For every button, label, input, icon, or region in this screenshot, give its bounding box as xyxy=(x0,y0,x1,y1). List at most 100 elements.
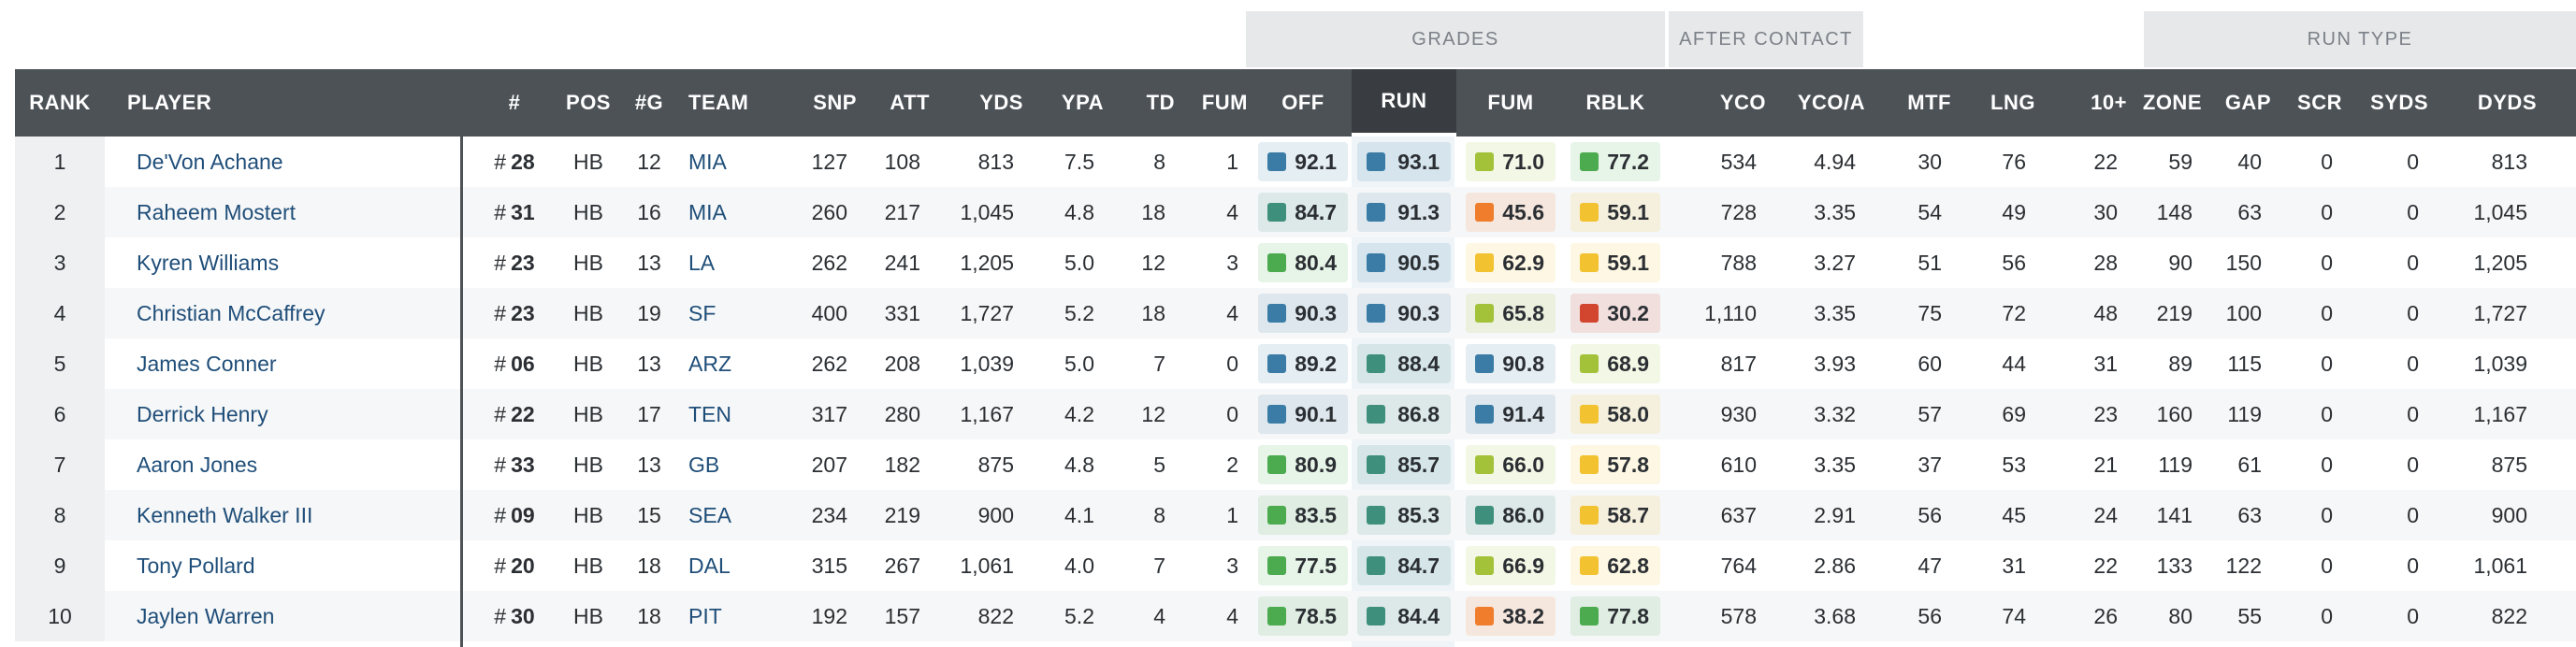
grade-value: 84.7 xyxy=(1295,199,1337,224)
group-header-run-type: RUN TYPE xyxy=(2144,11,2576,67)
column-header-player[interactable]: PLAYER xyxy=(127,91,212,114)
column-header-pos[interactable]: POS xyxy=(566,91,611,114)
group-header-after-contact: AFTER CONTACT xyxy=(1669,11,1863,67)
stat-yco: 728 xyxy=(1720,199,1757,224)
rank-cell: 6 xyxy=(15,389,105,439)
column-header-num[interactable]: # xyxy=(508,91,521,114)
player-name-link[interactable]: Aaron Jones xyxy=(137,452,258,477)
column-header-ycoa[interactable]: YCO/A xyxy=(1797,91,1865,114)
column-header-off[interactable]: OFF xyxy=(1281,91,1324,114)
rank-cell: 7 xyxy=(15,439,105,490)
grade-fumg: 71.0 xyxy=(1466,142,1556,181)
stat-ycoa: 2.86 xyxy=(1814,553,1856,578)
grade-color-swatch xyxy=(1267,455,1286,474)
grade-value: 71.0 xyxy=(1502,149,1544,174)
team-link[interactable]: TEN xyxy=(688,401,731,426)
stat-yds: 1,039 xyxy=(960,351,1014,376)
stat-pos: HB xyxy=(573,401,603,426)
player-name-link[interactable]: Jaylen Warren xyxy=(137,603,275,628)
stat-fum: 1 xyxy=(1226,502,1238,527)
jersey-number-prefix: # xyxy=(494,149,507,174)
grade-color-swatch xyxy=(1367,556,1385,575)
stat-ycoa: 3.68 xyxy=(1814,603,1856,628)
grade-color-swatch xyxy=(1267,354,1286,373)
stat-att: 331 xyxy=(884,300,920,325)
stat-ypa: 5.0 xyxy=(1064,250,1094,275)
column-header-mtf[interactable]: MTF xyxy=(1907,91,1951,114)
stat-syds: 0 xyxy=(2407,351,2419,376)
team-link[interactable]: MIA xyxy=(688,199,727,224)
column-header-fumg[interactable]: FUM xyxy=(1487,91,1534,114)
column-header-rank[interactable]: RANK xyxy=(29,91,91,114)
column-header-scr[interactable]: SCR xyxy=(2297,91,2342,114)
grade-off: 80.4 xyxy=(1258,243,1348,282)
column-header-ten[interactable]: 10+ xyxy=(2091,91,2127,114)
column-header-games[interactable]: #G xyxy=(634,91,664,114)
player-name-link[interactable]: Kenneth Walker III xyxy=(137,502,313,527)
stat-yds: 875 xyxy=(977,452,1014,477)
stat-td: 7 xyxy=(1153,351,1165,376)
team-link[interactable]: LA xyxy=(688,250,716,275)
team-link[interactable]: DAL xyxy=(688,553,731,578)
column-header-snp[interactable]: SNP xyxy=(813,91,857,114)
column-header-dyds[interactable]: DYDS xyxy=(2477,91,2537,114)
grade-value: 90.1 xyxy=(1295,401,1337,426)
stat-ten: 24 xyxy=(2093,502,2118,527)
grade-color-swatch xyxy=(1475,304,1494,323)
column-header-ypa[interactable]: YPA xyxy=(1061,91,1104,114)
team-link[interactable]: SF xyxy=(688,300,716,325)
team-link[interactable]: GB xyxy=(688,452,720,477)
jersey-number-prefix: # xyxy=(494,452,507,477)
column-header-syds[interactable]: SYDS xyxy=(2370,91,2428,114)
column-header-att[interactable]: ATT xyxy=(890,91,930,114)
column-header-fum[interactable]: FUM xyxy=(1201,91,1248,114)
stat-yds: 813 xyxy=(977,149,1014,174)
player-name-link[interactable]: Tony Pollard xyxy=(137,553,255,578)
stat-td: 8 xyxy=(1153,502,1165,527)
stat-pos: HB xyxy=(573,300,603,325)
team-link[interactable]: PIT xyxy=(688,603,722,628)
stat-lng: 74 xyxy=(2002,603,2026,628)
stat-snp: 234 xyxy=(811,502,847,527)
stat-snp: 262 xyxy=(811,351,847,376)
stat-ten: 23 xyxy=(2093,401,2118,426)
stat-gap: 115 xyxy=(2227,351,2262,376)
column-header-lng[interactable]: LNG xyxy=(1990,91,2035,114)
grade-value: 84.7 xyxy=(1397,553,1440,578)
team-link[interactable]: SEA xyxy=(688,502,732,527)
rank-cell: 1 xyxy=(15,137,105,187)
stat-syds: 0 xyxy=(2407,199,2419,224)
player-name-link[interactable]: James Conner xyxy=(137,351,277,376)
column-header-team[interactable]: TEAM xyxy=(688,91,749,114)
grade-color-swatch xyxy=(1580,405,1599,424)
player-name-link[interactable]: De'Von Achane xyxy=(137,149,283,174)
team-link[interactable]: MIA xyxy=(688,149,727,174)
rank-cell: 3 xyxy=(15,237,105,288)
stat-g: 13 xyxy=(637,452,661,477)
table-row: 5 James Conner #06 HB 13 ARZ 262 208 1,039 5.0 7 0 8… xyxy=(15,338,2576,389)
player-name-link[interactable]: Derrick Henry xyxy=(137,401,268,426)
team-link[interactable]: ARZ xyxy=(688,351,731,376)
grade-value: 30.2 xyxy=(1607,300,1649,325)
column-header-zone[interactable]: ZONE xyxy=(2142,91,2202,114)
stat-ten: 22 xyxy=(2093,149,2118,174)
player-name-link[interactable]: Kyren Williams xyxy=(137,250,280,275)
stat-snp: 262 xyxy=(811,250,847,275)
grade-rblk: 59.1 xyxy=(1570,193,1660,232)
column-header-td[interactable]: TD xyxy=(1146,91,1175,114)
stat-td: 18 xyxy=(1141,199,1165,224)
column-header-run[interactable]: RUN xyxy=(1352,69,1456,137)
player-name-link[interactable]: Raheem Mostert xyxy=(137,199,297,224)
column-header-gap[interactable]: GAP xyxy=(2224,91,2271,114)
column-header-rblk[interactable]: RBLK xyxy=(1585,91,1645,114)
column-header-yds[interactable]: YDS xyxy=(979,91,1023,114)
column-header-yco[interactable]: YCO xyxy=(1719,91,1766,114)
stat-ten: 26 xyxy=(2093,603,2118,628)
grade-off: 90.3 xyxy=(1258,294,1348,333)
grade-off: 89.2 xyxy=(1258,344,1348,383)
stat-scr: 0 xyxy=(2321,603,2333,628)
jersey-number: #31 xyxy=(477,187,552,237)
stat-ten: 22 xyxy=(2093,553,2118,578)
grade-fumg: 91.4 xyxy=(1466,395,1556,434)
player-name-link[interactable]: Christian McCaffrey xyxy=(137,300,326,325)
